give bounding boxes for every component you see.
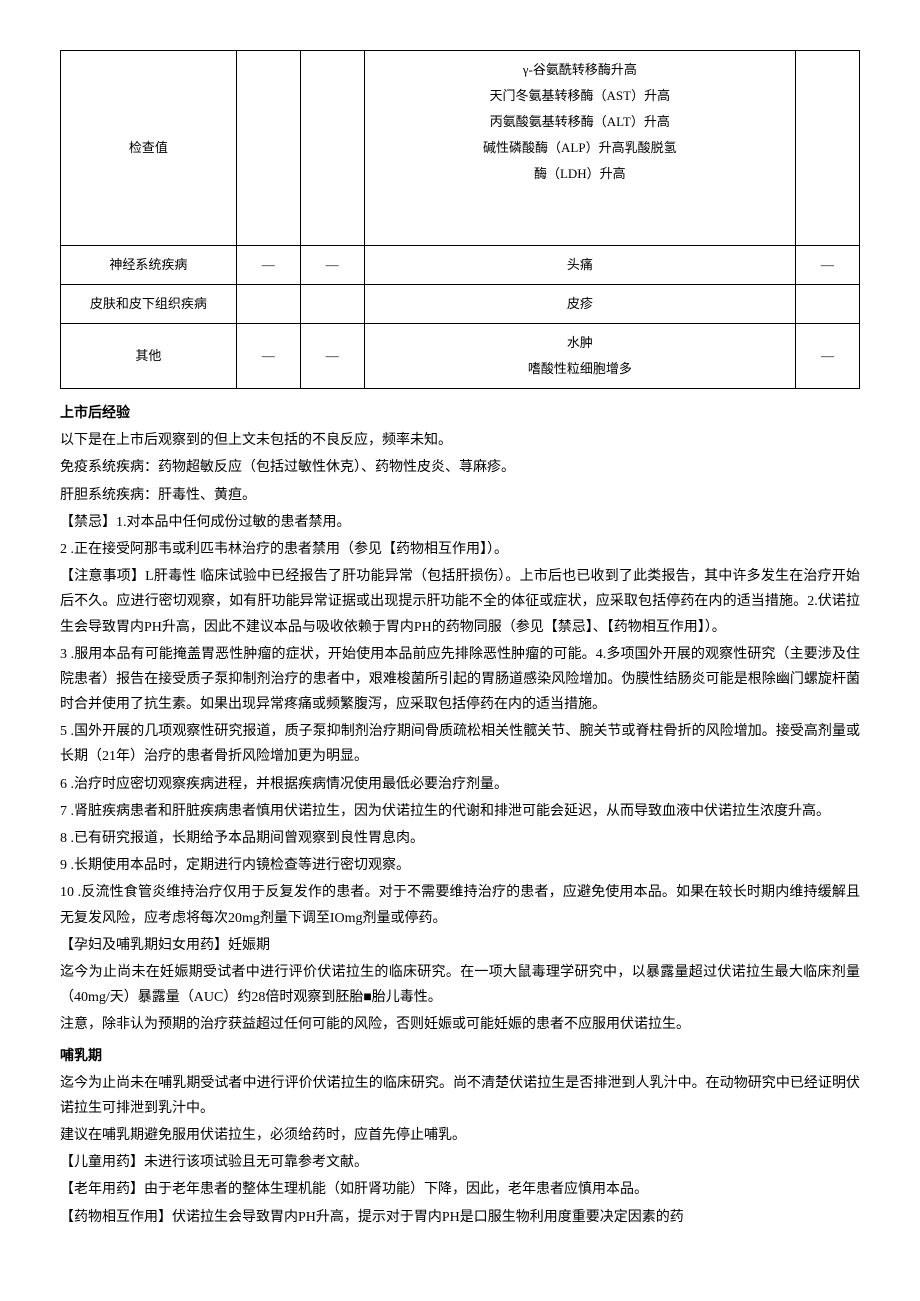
table-cell-category: 其他 <box>61 324 237 389</box>
table-row: 皮肤和皮下组织疾病 皮疹 <box>61 285 860 324</box>
table-cell <box>236 285 300 324</box>
table-cell <box>796 285 860 324</box>
reaction-line: 皮疹 <box>373 291 787 317</box>
pregnancy-p1: 迄今为止尚未在妊娠期受试者中进行评价伏诺拉生的临床研究。在一项大鼠毒理学研究中，… <box>60 960 860 1010</box>
reaction-line: 天门冬氨基转移酶（AST）升高 <box>373 83 787 109</box>
pregnancy-title: 【孕妇及哺乳期妇女用药】妊娠期 <box>60 933 860 958</box>
table-cell <box>796 51 860 246</box>
reaction-line: 酶（LDH）升高 <box>373 161 787 187</box>
table-cell-reactions: 皮疹 <box>364 285 795 324</box>
table-cell: — <box>300 246 364 285</box>
postmarket-title: 上市后经验 <box>60 401 860 426</box>
table-cell-reactions: 头痛 <box>364 246 795 285</box>
postmarket-p3: 肝胆系统疾病：肝毒性、黄疸。 <box>60 483 860 508</box>
reaction-line: 丙氨酸氨基转移酶（ALT）升高 <box>373 109 787 135</box>
table-cell-category: 检查值 <box>61 51 237 246</box>
table-cell: — <box>236 246 300 285</box>
caution-item7: 7 .肾脏疾病患者和肝脏疾病患者慎用伏诺拉生，因为伏诺拉生的代谢和排泄可能会延迟… <box>60 799 860 824</box>
caution-item6: 6 .治疗时应密切观察疾病进程，并根据疾病情况使用最低必要治疗剂量。 <box>60 772 860 797</box>
table-cell <box>300 285 364 324</box>
caution-line1: 【注意事项】L肝毒性 临床试验中已经报告了肝功能异常（包括肝损伤）。上市后也已收… <box>60 564 860 640</box>
table-cell-reactions: γ-谷氨酰转移酶升高天门冬氨基转移酶（AST）升高丙氨酸氨基转移酶（ALT）升高… <box>364 51 795 246</box>
children-usage: 【儿童用药】未进行该项试验且无可靠参考文献。 <box>60 1150 860 1175</box>
pregnancy-p2: 注意，除非认为预期的治疗获益超过任何可能的风险，否则妊娠或可能妊娠的患者不应服用… <box>60 1012 860 1037</box>
table-cell: — <box>300 324 364 389</box>
table-row: 检查值 γ-谷氨酰转移酶升高天门冬氨基转移酶（AST）升高丙氨酸氨基转移酶（ALT… <box>61 51 860 246</box>
postmarket-p1: 以下是在上市后观察到的但上文未包括的不良反应，频率未知。 <box>60 428 860 453</box>
table-cell <box>300 51 364 246</box>
lactation-p1: 迄今为止尚未在哺乳期受试者中进行评价伏诺拉生的临床研究。尚不清楚伏诺拉生是否排泄… <box>60 1071 860 1121</box>
drug-interaction: 【药物相互作用】伏诺拉生会导致胃内PH升高，提示对于胃内PH是口服生物利用度重要… <box>60 1205 860 1230</box>
caution-item3: 3 .服用本品有可能掩盖胃恶性肿瘤的症状，开始使用本品前应先排除恶性肿瘤的可能。… <box>60 642 860 718</box>
reaction-line: 嗜酸性粒细胞增多 <box>373 356 787 382</box>
table-cell <box>236 51 300 246</box>
table-cell: — <box>236 324 300 389</box>
caution-item10: 10 .反流性食管炎维持治疗仅用于反复发作的患者。对于不需要维持治疗的患者，应避… <box>60 880 860 930</box>
table-cell: — <box>796 246 860 285</box>
caution-item9: 9 .长期使用本品时，定期进行内镜检查等进行密切观察。 <box>60 853 860 878</box>
reaction-line: 水肿 <box>373 330 787 356</box>
elderly-usage: 【老年用药】由于老年患者的整体生理机能（如肝肾功能）下降，因此，老年患者应慎用本… <box>60 1177 860 1202</box>
table-cell-category: 神经系统疾病 <box>61 246 237 285</box>
lactation-p2: 建议在哺乳期避免服用伏诺拉生，必须给药时，应首先停止哺乳。 <box>60 1123 860 1148</box>
reaction-line: 头痛 <box>373 252 787 278</box>
caution-item8: 8 .已有研究报道，长期给予本品期间曾观察到良性胃息肉。 <box>60 826 860 851</box>
adverse-reactions-table: 检查值 γ-谷氨酰转移酶升高天门冬氨基转移酶（AST）升高丙氨酸氨基转移酶（ALT… <box>60 50 860 389</box>
table-cell-category: 皮肤和皮下组织疾病 <box>61 285 237 324</box>
table-row: 其他——水肿嗜酸性粒细胞增多— <box>61 324 860 389</box>
lactation-title: 哺乳期 <box>60 1044 860 1069</box>
reaction-line: 碱性磷酸酶（ALP）升高乳酸脱氢 <box>373 135 787 161</box>
postmarket-p2: 免疫系统疾病：药物超敏反应（包括过敏性休克）、药物性皮炎、荨麻疹。 <box>60 455 860 480</box>
table-row: 神经系统疾病——头痛— <box>61 246 860 285</box>
table-cell-reactions: 水肿嗜酸性粒细胞增多 <box>364 324 795 389</box>
table-cell: — <box>796 324 860 389</box>
contra-line2: 2 .正在接受阿那韦或利匹韦林治疗的患者禁用（参见【药物相互作用】）。 <box>60 537 860 562</box>
reaction-line: γ-谷氨酰转移酶升高 <box>373 57 787 83</box>
caution-item5: 5 .国外开展的几项观察性研究报道，质子泵抑制剂治疗期间骨质疏松相关性髋关节、腕… <box>60 719 860 769</box>
contra-line1: 【禁忌】1.对本品中任何成份过敏的患者禁用。 <box>60 510 860 535</box>
